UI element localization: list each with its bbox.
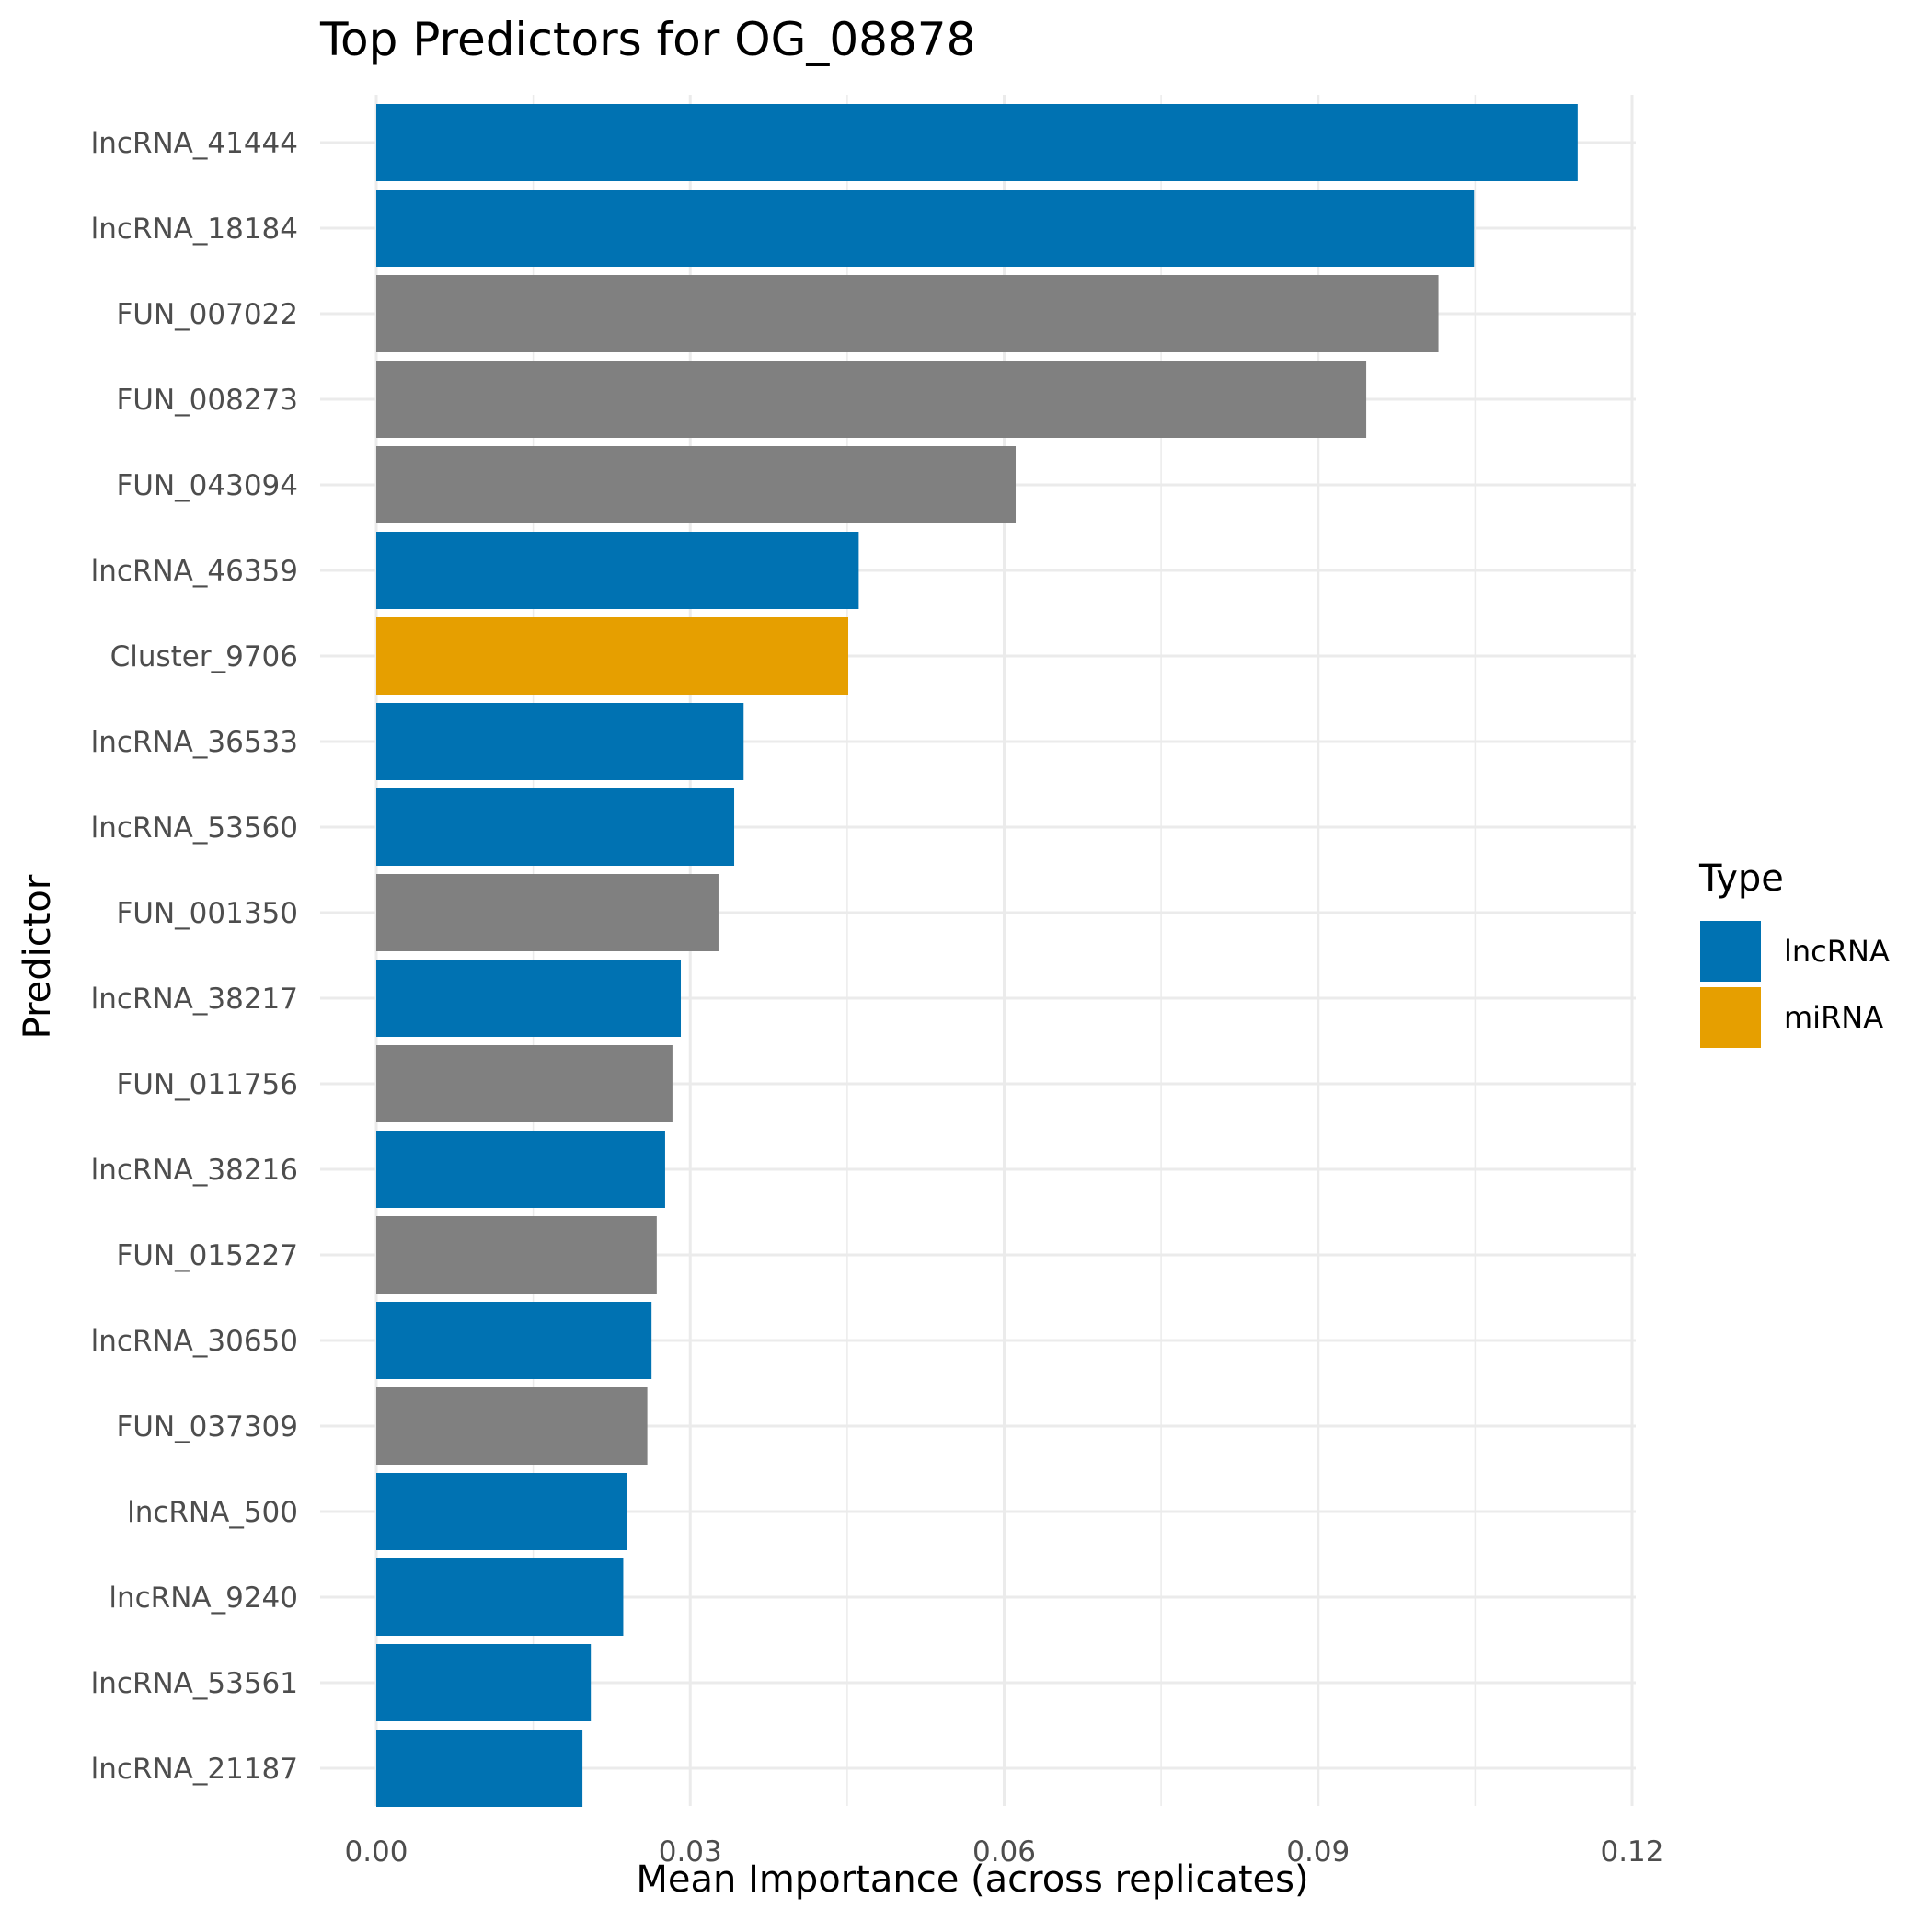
x-tick-label: 0.00 xyxy=(344,1835,408,1869)
legend-swatch-mirna xyxy=(1700,987,1761,1048)
bar-fun-015227 xyxy=(376,1216,657,1294)
x-tick-labels: 0.00 0.03 0.06 0.09 0.12 xyxy=(344,1835,1663,1869)
bar-lncrna-38216 xyxy=(376,1131,665,1208)
bar-lncrna-46359 xyxy=(376,532,859,609)
bar-fun-011756 xyxy=(376,1045,673,1122)
y-axis-title: Predictor xyxy=(17,874,59,1039)
bar-lncrna-53560 xyxy=(376,788,735,866)
y-tick-label: lncRNA_21187 xyxy=(91,1753,298,1786)
y-tick-label: FUN_007022 xyxy=(116,298,298,331)
bar-cluster-9706 xyxy=(376,617,849,695)
bar-fun-001350 xyxy=(376,874,719,951)
bar-lncrna-41444 xyxy=(376,104,1578,181)
bar-fun-043094 xyxy=(376,446,1017,523)
bar-lncrna-30650 xyxy=(376,1302,652,1379)
y-tick-label: FUN_001350 xyxy=(116,897,298,930)
y-tick-label: lncRNA_38217 xyxy=(91,983,298,1016)
chart-title: Top Predictors for OG_08878 xyxy=(319,13,975,66)
y-tick-label: lncRNA_53561 xyxy=(91,1667,298,1700)
bar-fun-008273 xyxy=(376,361,1367,438)
bar-lncrna-18184 xyxy=(376,190,1475,267)
y-tick-label: lncRNA_36533 xyxy=(91,726,298,759)
y-tick-label: FUN_008273 xyxy=(116,384,298,417)
legend-label-mirna: miRNA xyxy=(1784,1000,1883,1035)
x-tick-label: 0.09 xyxy=(1286,1835,1350,1869)
y-tick-label: FUN_043094 xyxy=(116,469,298,502)
x-axis-title: Mean Importance (across replicates) xyxy=(636,1858,1308,1901)
y-tick-labels: lncRNA_41444 lncRNA_18184 FUN_007022 FUN_00… xyxy=(91,127,298,1786)
y-tick-label: lncRNA_53560 xyxy=(91,811,298,845)
bar-lncrna-38217 xyxy=(376,960,682,1037)
bar-fun-037309 xyxy=(376,1387,648,1465)
y-tick-label: lncRNA_500 xyxy=(127,1496,298,1529)
y-tick-label: FUN_011756 xyxy=(116,1068,298,1101)
y-tick-label: lncRNA_30650 xyxy=(91,1325,298,1358)
bar-lncrna-500 xyxy=(376,1473,627,1550)
legend-title: Type xyxy=(1698,857,1784,900)
y-tick-label: lncRNA_18184 xyxy=(91,213,298,246)
bar-lncrna-9240 xyxy=(376,1558,624,1636)
bar-lncrna-36533 xyxy=(376,703,744,780)
y-tick-label: Cluster_9706 xyxy=(110,640,298,673)
x-tick-label: 0.12 xyxy=(1600,1835,1663,1869)
y-tick-label: lncRNA_9240 xyxy=(109,1581,298,1615)
bar-fun-007022 xyxy=(376,275,1439,352)
y-tick-label: lncRNA_41444 xyxy=(91,127,298,160)
x-tick-label: 0.06 xyxy=(972,1835,1036,1869)
y-tick-label: FUN_037309 xyxy=(116,1410,298,1443)
bar-lncrna-21187 xyxy=(376,1730,583,1807)
y-tick-label: FUN_015227 xyxy=(116,1239,298,1272)
legend-label-lncrna: lncRNA xyxy=(1784,934,1890,969)
legend: Type lncRNA miRNA xyxy=(1698,857,1890,1048)
y-tick-label: lncRNA_38216 xyxy=(91,1154,298,1187)
x-tick-label: 0.03 xyxy=(659,1835,722,1869)
y-tick-label: lncRNA_46359 xyxy=(91,555,298,588)
bar-lncrna-53561 xyxy=(376,1644,592,1721)
legend-swatch-lncrna xyxy=(1700,921,1761,982)
bars-group xyxy=(376,104,1578,1807)
